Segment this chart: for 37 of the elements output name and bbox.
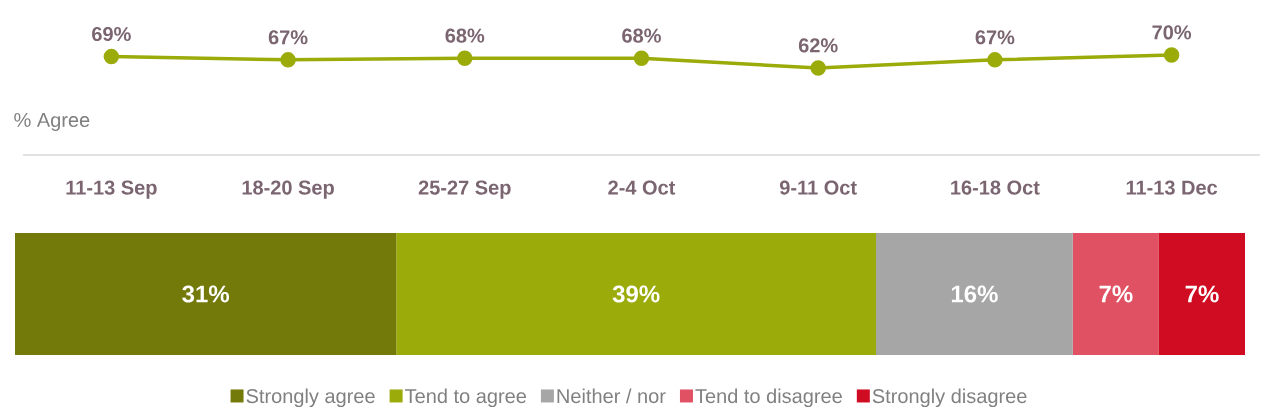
x-tick-label: 9-11 Oct <box>779 180 857 195</box>
data-label: 67% <box>975 30 1015 45</box>
bar <box>876 233 1073 355</box>
data-label: 67% <box>268 30 308 45</box>
point <box>987 52 1003 68</box>
text: % Agree <box>14 112 90 132</box>
point <box>810 60 826 76</box>
x-tick-label: 11-13 Dec <box>1126 180 1218 195</box>
legend-label: Strongly disagree <box>872 388 1027 408</box>
data-label: 68% <box>445 28 485 43</box>
point <box>280 52 296 68</box>
x-tick-label: 2-4 Oct <box>608 180 676 195</box>
point <box>103 48 120 65</box>
data-label: 39% <box>612 285 660 303</box>
legend-label: Neither / nor <box>557 388 666 404</box>
point <box>633 50 650 66</box>
bar <box>1158 233 1246 355</box>
bar <box>1072 233 1159 355</box>
data-label: 62% <box>798 38 838 53</box>
legend-label: Tend to agree <box>405 388 526 408</box>
data-label: 7% <box>1185 285 1219 303</box>
x-tick-label: 18-20 Sep <box>242 180 334 199</box>
legend-label: Tend to disagree <box>695 388 842 408</box>
data-label: 7% <box>1099 285 1133 303</box>
data-label: 68% <box>622 28 661 43</box>
point <box>1163 47 1180 63</box>
data-label: 69% <box>92 26 131 42</box>
legend-label: Strongly agree <box>246 388 375 408</box>
data-label: 31% <box>182 285 230 303</box>
bar <box>396 233 876 355</box>
data-label: 70% <box>1152 25 1192 40</box>
data-label: 16% <box>951 285 998 303</box>
point <box>457 50 473 66</box>
x-tick-label: 16-18 Oct <box>951 180 1040 195</box>
x-tick-label: 25-27 Sep <box>418 180 511 199</box>
bar <box>15 233 397 355</box>
x-tick-label: 11-13 Sep <box>66 180 157 199</box>
